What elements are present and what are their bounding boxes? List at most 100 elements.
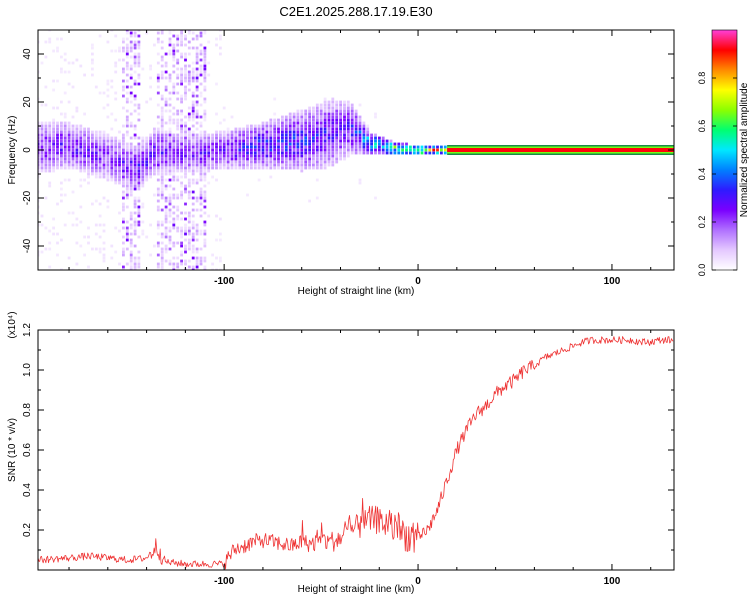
spectrogram-cell bbox=[38, 70, 40, 74]
spectrogram-cell bbox=[60, 199, 63, 203]
spectrogram-cell bbox=[180, 166, 183, 170]
spectrogram-cell bbox=[323, 136, 327, 140]
spectrogram-cell bbox=[199, 193, 203, 197]
spectrogram-cell bbox=[187, 259, 191, 263]
spectrogram-cell bbox=[358, 145, 362, 149]
spectrogram-cell bbox=[94, 151, 98, 155]
spectrogram-cell bbox=[98, 202, 102, 206]
spectrogram-cell bbox=[156, 241, 160, 245]
spectrogram-cell bbox=[98, 133, 102, 137]
spectrogram-cell bbox=[110, 145, 114, 149]
spectrogram-cell bbox=[172, 211, 176, 215]
spectrogram-cell bbox=[102, 130, 106, 134]
spectrogram-cell bbox=[250, 157, 253, 161]
spectrogram-cell bbox=[48, 229, 52, 233]
spectrogram-cell bbox=[133, 229, 137, 233]
spectrogram-cell bbox=[60, 154, 63, 158]
spectrogram-cell bbox=[137, 223, 141, 227]
spectrogram-cell bbox=[87, 130, 90, 134]
spectrogram-cell bbox=[215, 256, 218, 260]
spectrogram-cell bbox=[180, 148, 183, 152]
spectrogram-cell bbox=[184, 133, 187, 137]
spectrogram-cell bbox=[168, 145, 172, 149]
spectrogram-cell bbox=[246, 130, 249, 134]
spectrogram-cell bbox=[102, 106, 106, 110]
spectrogram-cell bbox=[199, 259, 203, 263]
spectrogram-cell bbox=[129, 262, 133, 266]
spectrogram-cell bbox=[315, 130, 319, 134]
spectrogram-cell bbox=[125, 238, 129, 242]
spectrogram-cell bbox=[211, 133, 214, 137]
spectrogram-cell bbox=[203, 64, 207, 68]
spectrogram-cell bbox=[75, 142, 79, 146]
spectrogram-cell bbox=[153, 154, 156, 158]
spectrogram-cell bbox=[91, 43, 94, 47]
spectrogram-cell bbox=[52, 145, 55, 149]
spectrogram-cell bbox=[125, 163, 129, 167]
spectrogram-cell bbox=[122, 184, 125, 188]
spectrogram-cell bbox=[296, 160, 300, 164]
spectrogram-cell bbox=[358, 118, 362, 122]
spectrogram-cell bbox=[222, 139, 226, 143]
spectrogram-cell bbox=[195, 145, 199, 149]
spectrogram-cell bbox=[83, 154, 86, 158]
spectrogram-cell bbox=[71, 136, 75, 140]
spectrogram-cell bbox=[156, 52, 160, 56]
spectrogram-cell bbox=[246, 145, 249, 149]
spectrogram-cell bbox=[180, 79, 183, 83]
spectrogram-cell bbox=[176, 58, 180, 62]
spectrogram-cell bbox=[129, 259, 133, 263]
spectrogram-cell bbox=[187, 88, 191, 92]
spectrogram-cell bbox=[187, 133, 191, 137]
spectrogram-cell bbox=[145, 151, 149, 155]
spectrogram-cell bbox=[75, 130, 79, 134]
spectrogram-cell bbox=[133, 79, 137, 83]
spectrogram-cell bbox=[327, 145, 331, 149]
spectrogram-cell bbox=[199, 145, 203, 149]
spectrogram-cell bbox=[269, 127, 273, 131]
spectrogram-cell bbox=[203, 30, 207, 32]
spectrogram-cell bbox=[60, 181, 63, 185]
spectrogram-cell bbox=[137, 196, 141, 200]
spectrogram-cell bbox=[125, 226, 129, 230]
spectrogram-cell bbox=[118, 49, 121, 53]
spectrogram-cell bbox=[284, 115, 288, 119]
spectrogram-cell bbox=[230, 145, 234, 149]
spectrogram-cell bbox=[195, 67, 199, 71]
spectrogram-cell bbox=[156, 166, 160, 170]
spectrogram-cell bbox=[273, 142, 277, 146]
spectrogram-cell bbox=[312, 154, 315, 158]
spectrogram-cell bbox=[137, 166, 141, 170]
spectrogram-cell bbox=[168, 199, 172, 203]
spectrogram-cell bbox=[242, 151, 245, 155]
spectrogram-cell bbox=[172, 169, 176, 173]
spectrogram-cell bbox=[315, 196, 319, 200]
spectrogram-cell bbox=[122, 247, 125, 251]
spectrogram-cell bbox=[180, 181, 183, 185]
spectrogram-cell bbox=[292, 139, 296, 143]
spectrogram-cell bbox=[67, 133, 71, 137]
spectrogram-cell bbox=[300, 166, 304, 170]
spectrogram-cell bbox=[60, 160, 63, 164]
spectrogram-cell bbox=[203, 175, 207, 179]
spectrogram-cell bbox=[106, 40, 110, 44]
spectrogram-cell bbox=[339, 124, 342, 128]
spectrogram-cell bbox=[187, 232, 191, 236]
spectrogram-cell bbox=[56, 49, 59, 53]
spectrogram-cell bbox=[87, 226, 90, 230]
spectrogram-cell bbox=[203, 70, 207, 74]
spectrogram-cell bbox=[133, 58, 137, 62]
spectrogram-cell bbox=[319, 142, 323, 146]
spectrogram-cell bbox=[149, 169, 152, 173]
spectrogram-cell bbox=[79, 139, 83, 143]
spectrogram-ytick-label: -20 bbox=[22, 190, 33, 205]
spectrogram-cell bbox=[180, 94, 183, 98]
spectrogram-cell bbox=[160, 220, 164, 224]
spectrogram-cell bbox=[172, 112, 176, 116]
spectrogram-cell bbox=[191, 145, 195, 149]
spectrogram-cell bbox=[284, 118, 288, 122]
spectrogram-cell bbox=[56, 166, 59, 170]
spectrogram-cell bbox=[110, 112, 114, 116]
spectrogram-cell bbox=[323, 118, 327, 122]
spectrogram-cell bbox=[222, 163, 226, 167]
